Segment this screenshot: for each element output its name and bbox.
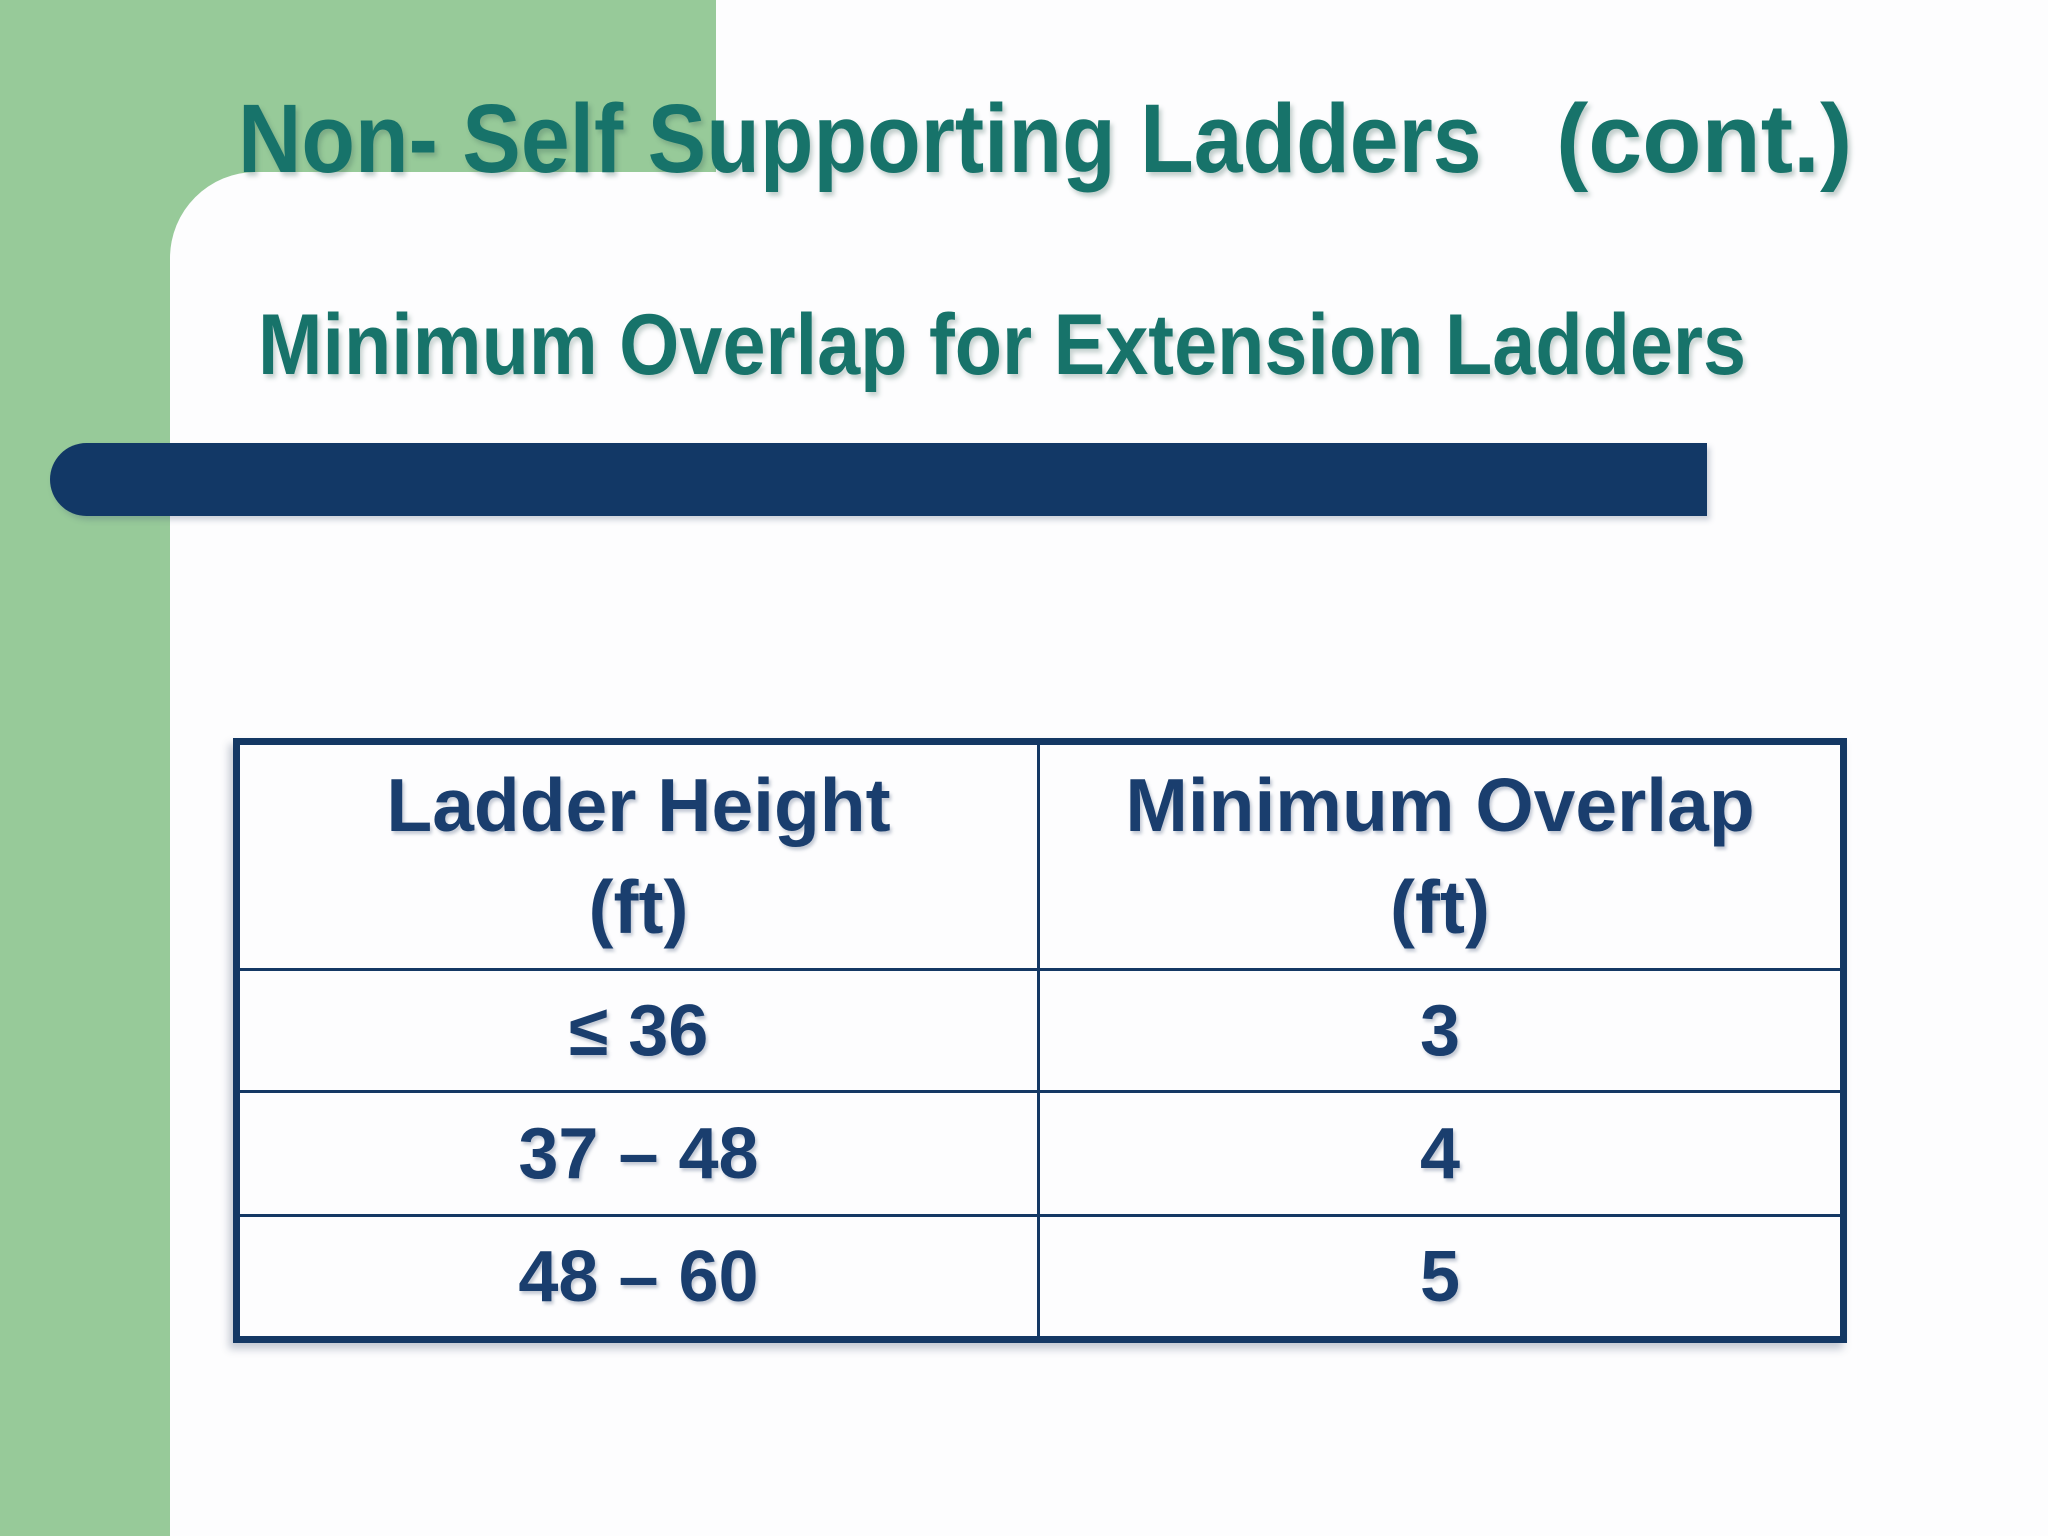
slide-subtitle: Minimum Overlap for Extension Ladders	[258, 297, 1747, 393]
slide-title-continued: (cont.)	[1556, 84, 1853, 193]
column-header-minimum-overlap: Minimum Overlap (ft)	[1040, 745, 1840, 971]
header-line2: (ft)	[1390, 864, 1490, 949]
divider-bar	[50, 443, 1707, 516]
column-header-ladder-height: Ladder Height (ft)	[240, 745, 1040, 971]
header-line2: (ft)	[588, 864, 689, 949]
header-line1: Minimum Overlap	[1125, 763, 1755, 848]
min-overlap-table: Ladder Height (ft) Minimum Overlap (ft) …	[233, 738, 1847, 1343]
header-line1: Ladder Height	[386, 763, 891, 848]
cell-value: 4	[1419, 1113, 1461, 1194]
table-cell-height-row3: 48 – 60	[240, 1217, 1040, 1336]
cell-value: 48 – 60	[518, 1236, 759, 1317]
slide-title: Non- Self Supporting Ladders	[238, 84, 1482, 193]
table-cell-overlap-row2: 4	[1040, 1093, 1840, 1217]
top-right-white-block	[716, 0, 2048, 173]
table-cell-overlap-row1: 3	[1040, 971, 1840, 1093]
cell-value: ≤ 36	[568, 990, 709, 1071]
table-cell-overlap-row3: 5	[1040, 1217, 1840, 1336]
table-cell-height-row1: ≤ 36	[240, 971, 1040, 1093]
cell-value: 5	[1419, 1236, 1461, 1317]
table-cell-height-row2: 37 – 48	[240, 1093, 1040, 1217]
cell-value: 3	[1419, 990, 1461, 1071]
cell-value: 37 – 48	[518, 1113, 759, 1194]
